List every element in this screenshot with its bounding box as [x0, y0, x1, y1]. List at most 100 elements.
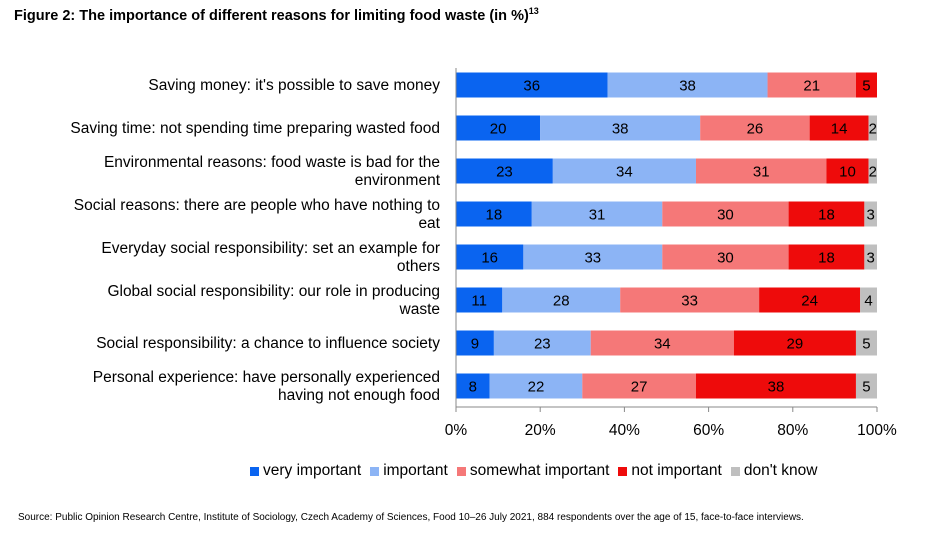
- bar-segment-don-t-know: [855, 373, 877, 399]
- category-label: Saving time: not spending time preparing…: [70, 120, 440, 137]
- bar-segment-somewhat-important: [590, 330, 734, 356]
- chart-title: Figure 2: The importance of different re…: [14, 6, 539, 24]
- data-label: 5: [862, 336, 870, 353]
- bar-segment-don-t-know: [868, 158, 877, 184]
- data-label: 18: [818, 250, 835, 267]
- category-label: Environmental reasons: food waste is bad…: [104, 154, 441, 189]
- x-tick-label: 100%: [857, 422, 897, 439]
- category-label: Everyday social responsibility: set an e…: [101, 240, 440, 275]
- bar-segment-don-t-know: [864, 201, 877, 227]
- data-label: 26: [747, 121, 764, 138]
- bar-segment-not-important: [826, 158, 869, 184]
- data-label: 22: [528, 379, 545, 396]
- data-label: 23: [534, 336, 551, 353]
- bar-segment-somewhat-important: [700, 115, 810, 141]
- bar-segment-don-t-know: [864, 244, 877, 270]
- legend-swatch: [250, 466, 259, 476]
- data-label: 24: [801, 293, 818, 310]
- bar-segment-very-important: [456, 72, 608, 98]
- footnote-mark: 13: [528, 6, 539, 16]
- data-label: 30: [717, 250, 734, 267]
- bar-segment-not-important: [788, 244, 865, 270]
- bar-segment-very-important: [456, 287, 503, 313]
- data-label: 38: [768, 379, 785, 396]
- legend-item: very important: [250, 462, 361, 480]
- data-label: 23: [496, 164, 513, 181]
- legend-swatch: [618, 466, 628, 476]
- bar-segment-not-important: [809, 115, 869, 141]
- legend-swatch: [456, 466, 466, 476]
- legend-item: somewhat important: [456, 462, 610, 480]
- bar-segment-very-important: [456, 373, 490, 399]
- data-label: 4: [864, 293, 872, 310]
- category-label: Global social responsibility: our role i…: [107, 283, 440, 318]
- data-label: 3: [867, 250, 875, 267]
- bar-segment-important: [607, 72, 768, 98]
- bar-segment-very-important: [456, 244, 524, 270]
- data-label: 8: [469, 379, 477, 396]
- legend-label: very important: [263, 462, 362, 479]
- data-label: 5: [862, 78, 870, 95]
- data-label: 31: [753, 164, 770, 181]
- x-tick-label: 40%: [609, 422, 640, 439]
- data-label: 2: [869, 121, 877, 138]
- data-label: 18: [818, 207, 835, 224]
- legend-label: don't know: [743, 462, 818, 479]
- data-label: 16: [481, 250, 498, 267]
- legend-item: important: [370, 462, 448, 480]
- legend-item: not important: [618, 462, 722, 480]
- data-label: 36: [523, 78, 540, 95]
- bar-segment-very-important: [456, 158, 553, 184]
- bar-segment-somewhat-important: [662, 201, 789, 227]
- bar-segment-not-important: [788, 201, 865, 227]
- x-tick-label: 20%: [525, 422, 556, 439]
- bar-segment-important: [552, 158, 696, 184]
- legend-label: somewhat important: [469, 462, 610, 479]
- bar-segment-very-important: [456, 115, 541, 141]
- bar-segment-important: [493, 330, 591, 356]
- bar-segment-somewhat-important: [582, 373, 696, 399]
- data-label: 34: [654, 336, 671, 353]
- data-label: 27: [631, 379, 648, 396]
- bar-segment-don-t-know: [868, 115, 877, 141]
- data-label: 5: [862, 379, 870, 396]
- source-note: Source: Public Opinion Research Centre, …: [18, 512, 804, 523]
- data-label: 14: [831, 121, 848, 138]
- data-label: 38: [612, 121, 629, 138]
- bar-segment-very-important: [456, 330, 494, 356]
- data-label: 33: [584, 250, 601, 267]
- data-label: 20: [490, 121, 507, 138]
- bar-segment-don-t-know: [860, 287, 877, 313]
- data-label: 33: [681, 293, 698, 310]
- bar-segment-important: [540, 115, 701, 141]
- data-label: 38: [679, 78, 696, 95]
- legend-label: not important: [631, 462, 722, 479]
- data-label: 30: [717, 207, 734, 224]
- data-label: 11: [471, 293, 487, 310]
- data-label: 2: [869, 164, 877, 181]
- chart-title-text: Figure 2: The importance of different re…: [14, 7, 529, 24]
- category-label: Social responsibility: a chance to influ…: [96, 335, 440, 352]
- bar-segment-important: [531, 201, 663, 227]
- data-label: 29: [787, 336, 804, 353]
- data-label: 31: [589, 207, 606, 224]
- bar-segment-don-t-know: [855, 330, 877, 356]
- bar-segment-important: [489, 373, 583, 399]
- category-label: Social reasons: there are people who hav…: [74, 197, 441, 232]
- bar-segment-not-important: [759, 287, 861, 313]
- bar-segment-not-important: [733, 330, 856, 356]
- bar-segment-not-important: [695, 373, 856, 399]
- chart-legend: very important important somewhat importan…: [250, 462, 826, 480]
- bar-segment-important: [502, 287, 621, 313]
- legend-swatch: [730, 466, 740, 476]
- data-label: 21: [803, 78, 820, 95]
- legend-swatch: [370, 466, 380, 476]
- bar-segment-somewhat-important: [767, 72, 856, 98]
- x-tick-label: 0%: [445, 422, 468, 439]
- data-label: 34: [616, 164, 633, 181]
- x-tick-label: 80%: [777, 422, 808, 439]
- data-label: 10: [839, 164, 856, 181]
- bar-segment-important: [523, 244, 663, 270]
- bar-segment-not-important: [855, 72, 877, 98]
